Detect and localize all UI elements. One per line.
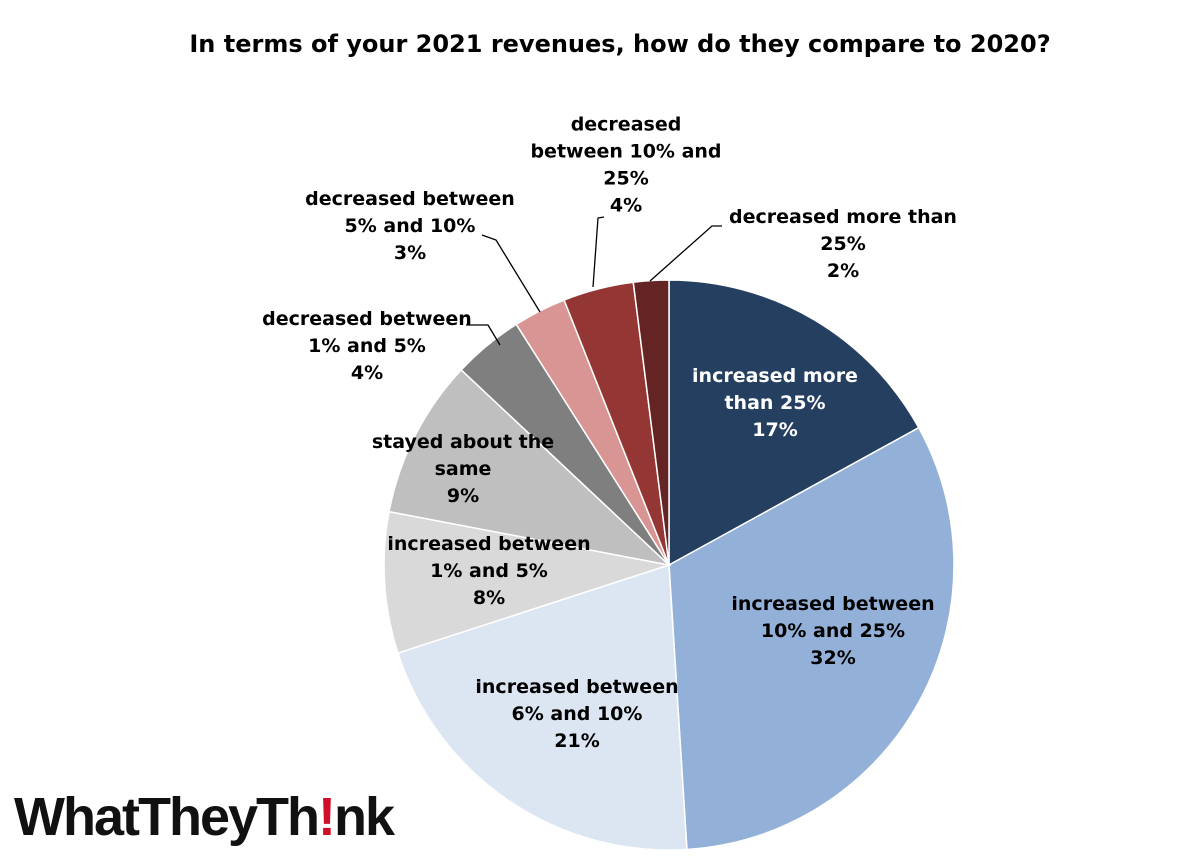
slice-category-label-line: than 25% bbox=[724, 392, 825, 414]
slice-label-increased-between-6pct-and-10pct: increased between 6% and 10% 21% bbox=[475, 676, 678, 752]
slice-category-label-line: 25% bbox=[603, 168, 648, 190]
slice-label-increased-between-10pct-and-25pct: increased between 10% and 25% 32% bbox=[731, 593, 934, 669]
pie-slice-increased-between-1pct-and-5pct bbox=[383, 510, 670, 655]
slice-category-label-line: decreased bbox=[571, 114, 682, 136]
logo-exclamation-mark: ! bbox=[317, 787, 336, 847]
slice-value-label: 4% bbox=[351, 362, 383, 384]
pie-slice-increased-more-than-25pct bbox=[668, 279, 920, 567]
slice-category-label-line: stayed about the bbox=[372, 431, 554, 453]
leader-line-decreased-between-5pct-and-10pct bbox=[481, 234, 541, 313]
slice-value-label: 8% bbox=[473, 587, 505, 609]
slice-category-label-line: 5% and 10% bbox=[345, 215, 476, 237]
pie-slice-stayed-about-the-same bbox=[388, 368, 672, 567]
slice-value-label: 4% bbox=[610, 195, 642, 217]
slice-label-decreased-more-than-25pct: decreased more than 25% 2% bbox=[729, 206, 957, 282]
slice-label-increased-between-1pct-and-5pct: increased between 1% and 5% 8% bbox=[387, 533, 590, 609]
slice-category-label-line: 6% and 10% bbox=[512, 703, 643, 725]
slice-value-label: 2% bbox=[827, 260, 859, 282]
slice-category-label-line: decreased between bbox=[305, 188, 515, 210]
leader-line-decreased-between-10pct-and-25pct bbox=[592, 216, 605, 288]
slice-label-decreased-between-1pct-and-5pct: decreased between 1% and 5% 4% bbox=[262, 308, 472, 384]
slice-category-label-line: increased between bbox=[731, 593, 934, 615]
pie-slice-increased-between-10pct-and-25pct bbox=[668, 426, 955, 851]
slice-category-label-line: between 10% and bbox=[530, 141, 721, 163]
pie-slice-increased-between-6pct-and-10pct bbox=[397, 563, 688, 851]
slice-value-label: 3% bbox=[394, 242, 426, 264]
slice-label-stayed-about-the-same: stayed about the same 9% bbox=[372, 431, 554, 507]
slice-category-label-line: 1% and 5% bbox=[308, 335, 426, 357]
slice-value-label: 17% bbox=[752, 419, 797, 441]
slice-category-label-line: increased more bbox=[692, 365, 858, 387]
slice-category-label-line: 10% and 25% bbox=[761, 620, 905, 642]
slice-value-label: 21% bbox=[554, 730, 599, 752]
slice-category-label-line: decreased more than bbox=[729, 206, 957, 228]
leader-line-decreased-more-than-25pct bbox=[649, 225, 722, 282]
chart-title: In terms of your 2021 revenues, how do t… bbox=[189, 30, 1051, 58]
logo-text-prefix: WhatTheyTh bbox=[14, 787, 320, 847]
slice-value-label: 9% bbox=[447, 485, 479, 507]
logo-text-suffix: nk bbox=[333, 787, 395, 847]
slice-label-increased-more-than-25pct: increased more than 25% 17% bbox=[692, 365, 858, 441]
slice-category-label-line: increased between bbox=[475, 676, 678, 698]
slice-category-label-line: 25% bbox=[820, 233, 865, 255]
slice-label-decreased-between-10pct-and-25pct: decreased between 10% and 25% 4% bbox=[530, 114, 721, 217]
slice-category-label-line: same bbox=[435, 458, 492, 480]
slice-category-label-line: decreased between bbox=[262, 308, 472, 330]
leader-line-decreased-between-1pct-and-5pct bbox=[466, 324, 501, 346]
slice-category-label-line: increased between bbox=[387, 533, 590, 555]
brand-logo: WhatTheyTh!nk bbox=[14, 787, 395, 847]
slice-category-label-line: 1% and 5% bbox=[430, 560, 548, 582]
slice-value-label: 32% bbox=[810, 647, 855, 669]
slice-label-decreased-between-5pct-and-10pct: decreased between 5% and 10% 3% bbox=[305, 188, 515, 264]
